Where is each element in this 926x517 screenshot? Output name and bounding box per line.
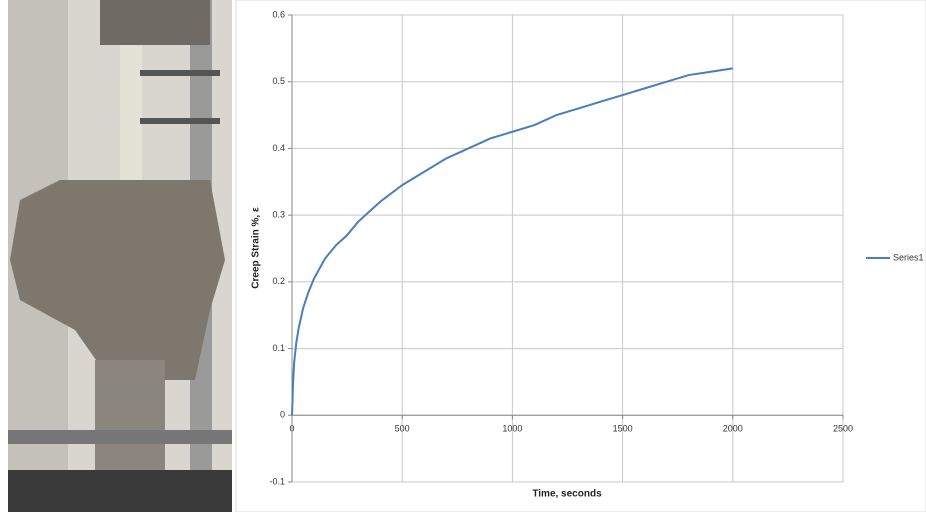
- y-tick-label: 0.2: [272, 276, 285, 286]
- lower-grip: [10, 180, 225, 380]
- extensometer: [140, 118, 220, 124]
- x-tick-label: 2000: [723, 424, 743, 434]
- test-machine-photo: [8, 0, 232, 512]
- legend-label: Series1: [893, 252, 924, 262]
- y-tick-label: 0.4: [272, 143, 285, 153]
- x-tick-label: 1000: [502, 424, 522, 434]
- y-axis-title: Creep Strain %, ε: [251, 207, 262, 289]
- x-tick-label: 2500: [833, 424, 853, 434]
- extensometer: [140, 70, 220, 76]
- x-axis-title: Time, seconds: [532, 489, 602, 500]
- chart-area: [235, 0, 926, 513]
- y-tick-label: 0.5: [272, 76, 285, 86]
- specimen: [120, 45, 142, 185]
- y-tick-label: 0.6: [272, 9, 285, 19]
- series-line: [291, 67, 733, 416]
- upper-grip: [100, 0, 210, 45]
- y-tick-label: 0: [280, 410, 285, 420]
- y-tick-label: 0.3: [272, 210, 285, 220]
- crossbar: [8, 430, 232, 444]
- machine-base: [8, 470, 232, 512]
- x-tick-label: 500: [395, 424, 410, 434]
- y-tick-label: 0.1: [272, 343, 285, 353]
- x-tick-label: 1500: [613, 424, 633, 434]
- y-tick-label: -0.1: [269, 476, 285, 486]
